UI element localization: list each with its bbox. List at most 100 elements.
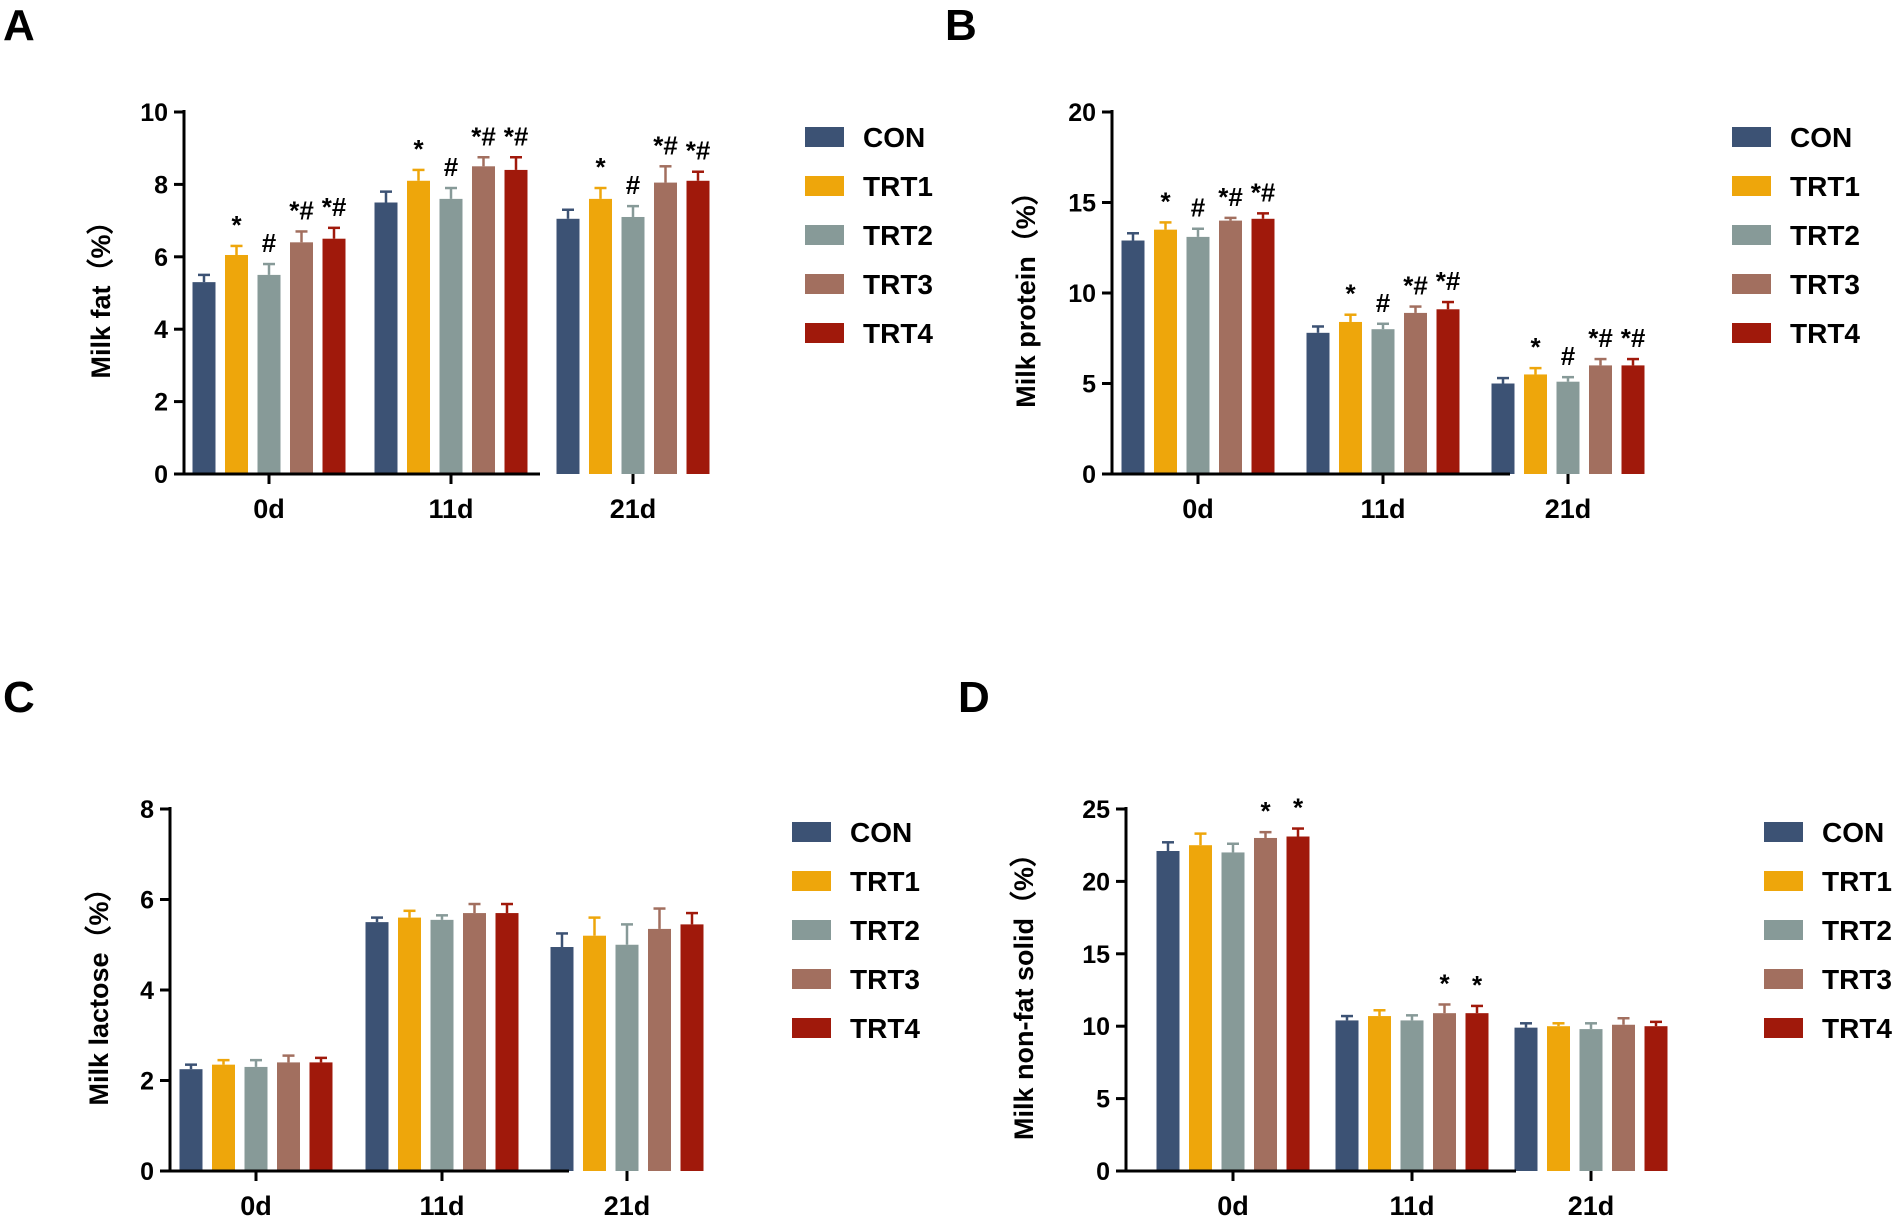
significance-mark: * [231,210,242,240]
y-tick-label: 0 [1082,461,1096,489]
y-tick-label: 6 [140,887,154,915]
legend-swatch-trt1 [792,871,831,891]
bar-trt1-0d [225,254,248,474]
significance-mark: # [262,228,277,258]
significance-mark: *# [1218,182,1243,212]
bar-trt4-11d [1436,309,1460,474]
significance-mark: *# [504,121,529,151]
bar-trt2-0d [257,274,281,474]
bar-trt3-21d [654,182,677,474]
bar-trt4-21d [1644,1026,1668,1171]
bar-trt1-11d [1368,1016,1391,1171]
panel-d: D * * * * 0 5 10 15 20 25 0d 11d 21d Milk non-fat soli… [958,673,1892,1221]
significance-mark: *# [322,192,347,222]
legend-swatch-trt1 [805,176,844,196]
legend: CON TRT1 TRT2 TRT3 TRT4 [805,122,933,349]
legend: CON TRT1 TRT2 TRT3 TRT4 [792,817,920,1044]
y-tick-label: 0 [154,461,168,489]
bar-trt4-0d [1286,836,1310,1171]
y-tick-label: 15 [1082,941,1110,969]
bar-trt4-11d [1465,1013,1489,1171]
bar-trt2-11d [1400,1020,1424,1171]
significance-mark: * [413,134,424,164]
bar-trt2-21d [1579,1029,1603,1171]
y-axis-title: Milk lactose（%） [84,874,114,1105]
bar-trt2-11d [1371,329,1395,474]
bar-con-11d [374,202,398,474]
significance-mark: # [1191,193,1206,223]
legend-swatch-con [1764,822,1803,842]
legend-swatch-trt3 [805,274,844,294]
legend-label-con: CON [850,817,912,848]
bar-trt2-11d [439,198,463,474]
legend-swatch-trt1 [1732,176,1771,196]
bar-con-0d [192,282,216,474]
panel-letter: C [3,673,35,722]
bar-trt3-11d [1433,1013,1456,1171]
x-tick-label: 0d [1182,494,1214,524]
legend-label-trt1: TRT1 [1790,171,1860,202]
x-tick-label: 11d [1389,1191,1434,1221]
y-tick-label: 5 [1082,371,1096,399]
y-tick-label: 6 [154,244,168,272]
y-tick-label: 5 [1096,1086,1110,1114]
bar-con-11d [1306,332,1330,474]
legend-swatch-trt3 [1764,969,1803,989]
bar-trt3-11d [1404,312,1427,474]
bar-trt4-0d [322,238,346,474]
significance-mark: *# [1588,323,1613,353]
significance-mark: *# [653,130,678,160]
legend-label-trt1: TRT1 [850,866,920,897]
bar-trt3-0d [1219,220,1242,474]
y-axis-title: Milk protein（%） [1011,178,1041,408]
bar-trt3-11d [463,913,486,1171]
bar-con-21d [556,218,580,474]
legend-swatch-trt1 [1764,871,1803,891]
significance-mark: # [444,152,459,182]
legend: CON TRT1 TRT2 TRT3 TRT4 [1732,122,1860,349]
significance-mark: # [1376,288,1391,318]
legend-label-trt3: TRT3 [1822,964,1892,995]
y-tick-label: 2 [140,1068,154,1096]
legend-swatch-trt4 [792,1018,831,1038]
y-tick-label: 25 [1082,796,1110,824]
x-tick-label: 0d [240,1191,272,1221]
legend-swatch-trt4 [1764,1018,1803,1038]
legend-swatch-trt2 [805,225,844,245]
bar-trt3-11d [472,166,495,475]
legend-label-con: CON [1790,122,1852,153]
significance-mark: * [1439,968,1450,998]
y-axis-title: Milk fat（%） [86,207,116,378]
legend-label-trt4: TRT4 [850,1013,920,1044]
bar-trt2-11d [430,919,454,1171]
significance-mark: * [1293,793,1304,823]
bar-trt2-0d [1186,236,1210,474]
legend-swatch-trt4 [1732,323,1771,343]
panel-c: C 0 2 4 6 8 0d 11d 21d Milk lactose（%） CON TRT1 TRT2… [3,673,920,1221]
x-tick-label: 0d [1217,1191,1249,1221]
legend-label-trt3: TRT3 [850,964,920,995]
significance-mark: # [1561,341,1576,371]
bar-trt1-0d [212,1064,235,1171]
bar-trt4-11d [495,913,519,1171]
legend-label-trt2: TRT2 [850,915,920,946]
x-tick-label: 21d [1545,494,1592,524]
legend-swatch-trt2 [1764,920,1803,940]
bar-trt2-21d [1556,381,1580,474]
y-tick-label: 10 [140,99,168,127]
bar-trt1-0d [1189,845,1212,1171]
bar-trt4-21d [686,180,710,474]
y-tick-label: 8 [140,796,154,824]
bar-trt4-21d [1621,365,1645,474]
legend-label-trt3: TRT3 [1790,269,1860,300]
legend-swatch-trt3 [1732,274,1771,294]
y-tick-label: 4 [154,316,168,344]
bar-con-0d [1156,850,1180,1171]
legend-label-trt4: TRT4 [863,318,933,349]
significance-mark: * [1345,279,1356,309]
bar-trt2-21d [615,944,639,1171]
bar-con-11d [365,922,389,1171]
y-tick-label: 10 [1068,280,1096,308]
